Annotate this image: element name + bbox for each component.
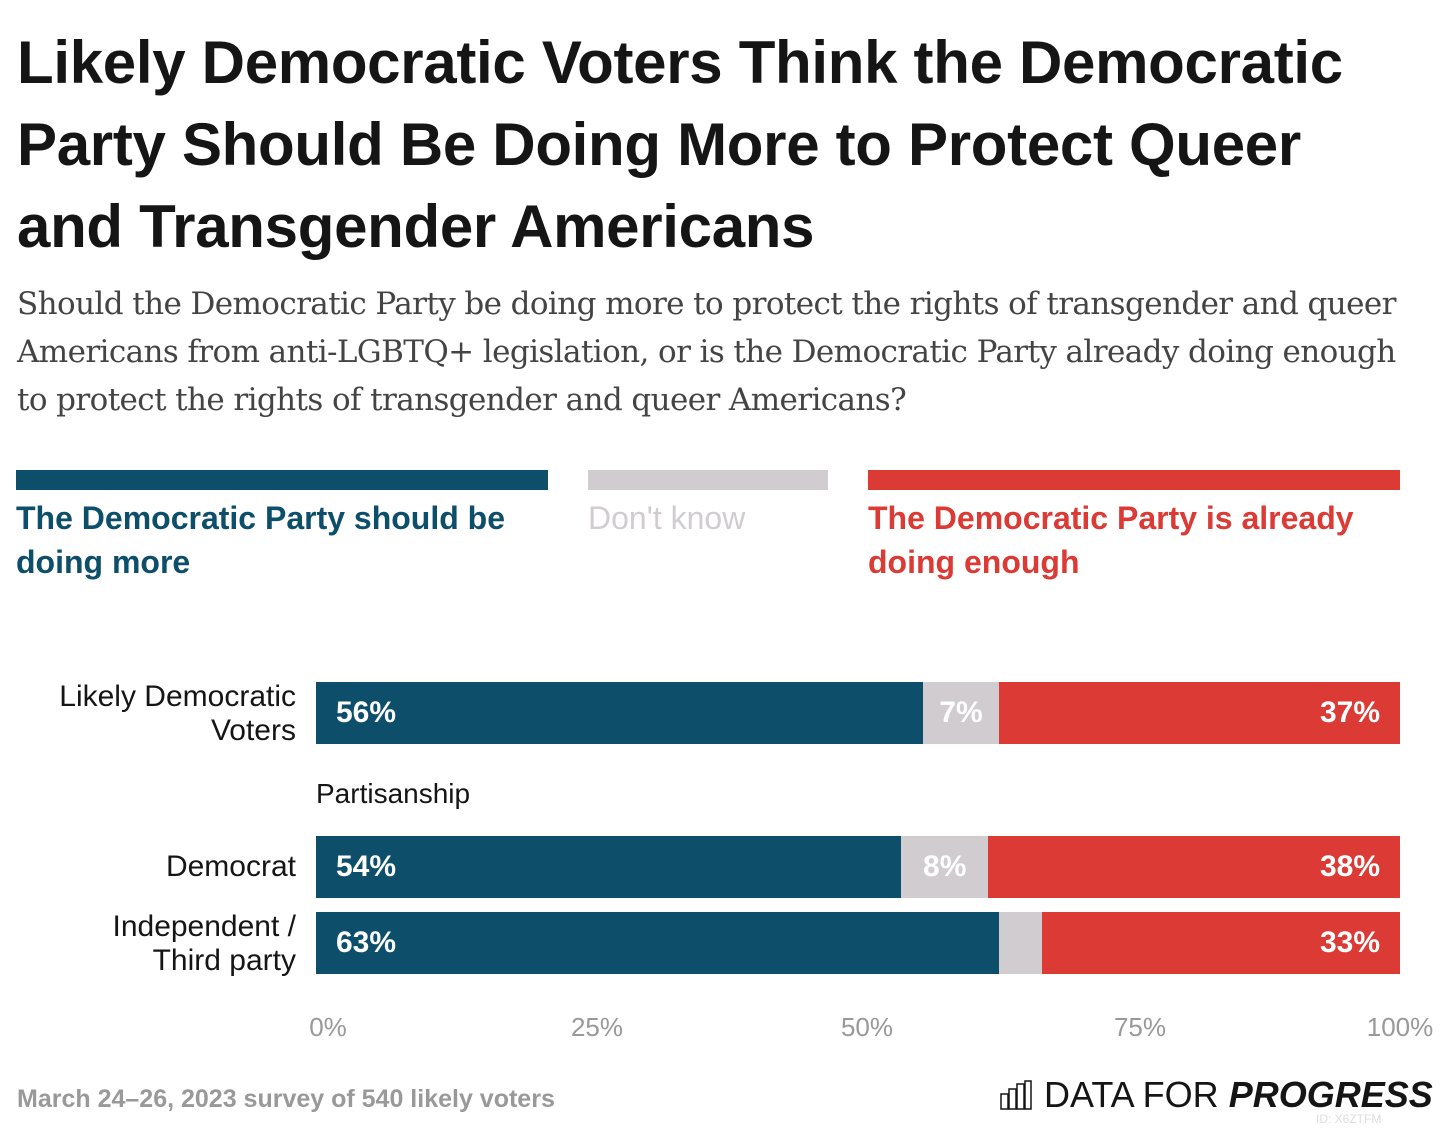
bar-segment-more [316,912,999,974]
bar-segment-more [316,836,902,898]
data-label: 7% [939,696,983,729]
data-label: 63% [336,926,397,959]
logo-bold: PROGRESS [1228,1074,1433,1115]
data-label: 33% [1319,926,1380,959]
chart-title: Likely Democratic Voters Think the Democ… [17,29,1343,260]
category-label: Independent / Third party [112,910,296,977]
x-tick: 50% [840,1012,894,1042]
x-tick: 75% [1113,1012,1167,1042]
bar-segment-dontknow [901,836,989,898]
legend-swatch-enough [868,470,1400,490]
x-tick: 25% [570,1012,624,1042]
legend-swatch-more [16,470,548,490]
category-label: Likely Democratic Voters [59,680,296,747]
source-note: March 24–26, 2023 survey of 540 likely v… [17,1085,555,1113]
data-label: 56% [336,696,397,729]
data-label: 54% [336,850,397,883]
group-label: Partisanship [316,778,471,809]
logo-light: DATA FOR [1044,1074,1229,1115]
legend-item-more: The Democratic Party should be doing mor… [16,470,548,584]
category-label: Democrat [165,850,296,883]
bar-segment-more [316,682,924,744]
data-label: 8% [923,850,967,883]
bar-segment-dontknow [923,682,999,744]
legend-label-more: The Democratic Party should be doing mor… [16,500,506,580]
chart-subtitle: Should the Democratic Party be doing mor… [17,286,1396,418]
chart-id: ID: X6ZTFM [1316,1112,1382,1126]
bar-segment-enough [1042,912,1400,974]
data-label: 38% [1319,850,1380,883]
legend-item-enough: The Democratic Party is already doing en… [868,470,1400,584]
x-tick: 100% [1366,1012,1434,1042]
legend-swatch-dontknow [588,470,828,490]
logo-text: DATA FOR PROGRESS [1044,1074,1433,1116]
legend-item-dontknow: Don't know [588,470,828,540]
bar-chart-icon [1000,1080,1032,1110]
bar-segment-enough [988,836,1400,898]
legend-label-dontknow: Don't know [588,500,746,536]
data-label: 37% [1319,696,1380,729]
bar-segment-enough [998,682,1400,744]
legend-label-enough: The Democratic Party is already doing en… [868,500,1354,580]
bar-segment-dontknow [998,912,1043,974]
logo: DATA FOR PROGRESS [1000,1074,1433,1116]
x-tick: 0% [309,1012,347,1042]
